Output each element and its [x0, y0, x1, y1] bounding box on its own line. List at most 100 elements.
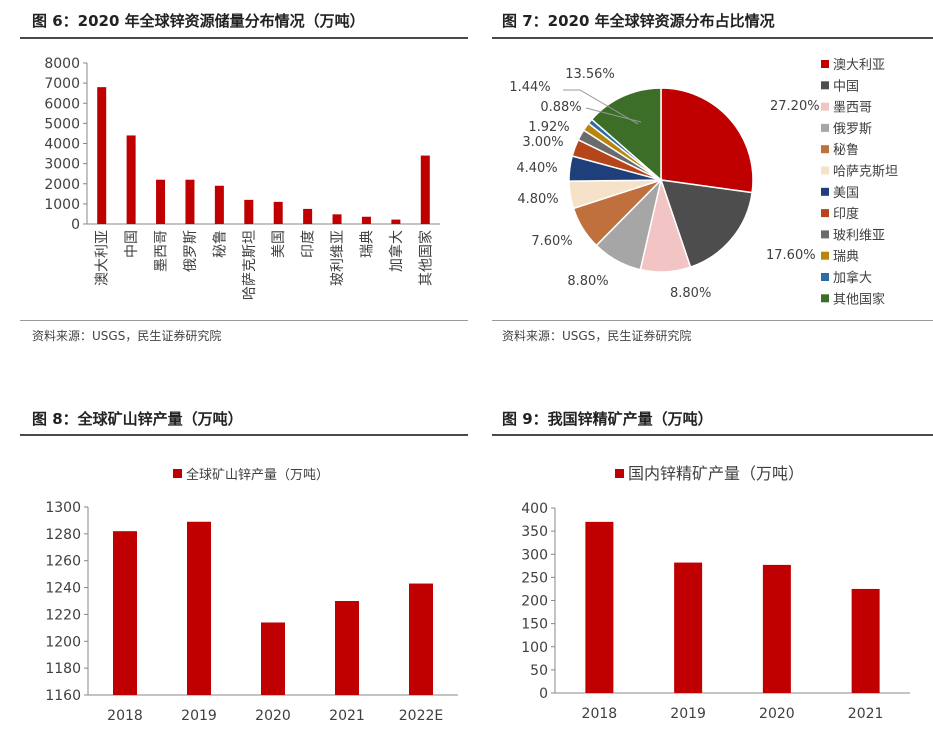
x-tick-label: 俄罗斯	[183, 230, 199, 272]
x-tick-label: 2022E	[399, 708, 443, 724]
pie-value-label: 4.80%	[517, 192, 558, 207]
legend-label: 澳大利亚	[833, 57, 885, 73]
x-tick-label: 2019	[670, 706, 706, 722]
y-tick-label: 0	[71, 217, 80, 233]
bar-2021	[335, 601, 359, 695]
pie-value-label: 1.92%	[528, 120, 569, 135]
legend-swatch-印度	[821, 209, 829, 218]
bar-2022E	[409, 583, 433, 695]
y-tick-label: 1200	[45, 634, 81, 650]
y-tick-label: 50	[530, 663, 548, 679]
x-tick-label: 瑞典	[359, 230, 375, 258]
legend-swatch-秘鲁	[821, 145, 829, 154]
y-tick-label: 250	[521, 570, 548, 586]
bar-哈萨克斯坦	[244, 199, 254, 224]
x-tick-label: 墨西哥	[154, 230, 170, 272]
bar-玻利维亚	[332, 214, 342, 224]
x-tick-label: 澳大利亚	[95, 230, 111, 286]
x-tick-label: 中国	[124, 230, 140, 258]
x-tick-label: 2020	[255, 708, 291, 724]
fig9-title: 图 9：我国锌精矿产量（万吨）	[502, 410, 713, 428]
y-tick-label: 1180	[45, 661, 81, 677]
legend-swatch-瑞典	[821, 251, 829, 260]
y-tick-label: 8000	[44, 56, 80, 72]
pie-slice-其他国家	[590, 87, 662, 182]
y-tick-label: 1220	[45, 607, 81, 623]
x-tick-label: 2018	[107, 708, 143, 724]
legend-label: 其他国家	[833, 291, 885, 307]
bar-中国	[126, 135, 136, 224]
legend-swatch-哈萨克斯坦	[821, 166, 829, 175]
x-tick-label: 印度	[301, 230, 317, 258]
bar-其他国家	[420, 155, 430, 224]
fig8-title-rule	[20, 434, 468, 436]
legend-label: 哈萨克斯坦	[833, 165, 898, 180]
leader-line	[563, 89, 639, 125]
x-tick-label: 美国	[271, 230, 287, 258]
bar-加拿大	[391, 219, 401, 224]
y-tick-label: 400	[521, 501, 548, 517]
legend-swatch-澳大利亚	[821, 60, 829, 68]
pie-value-label: 8.80%	[670, 286, 711, 301]
fig7-title: 图 7：2020 年全球锌资源分布占比情况	[502, 12, 775, 30]
bar-2018	[585, 521, 614, 693]
x-tick-label: 加拿大	[388, 230, 405, 272]
y-tick-label: 1000	[44, 197, 80, 213]
bar-2020	[261, 622, 285, 695]
fig8-title: 图 8：全球矿山锌产量（万吨）	[32, 410, 243, 428]
legend-swatch-其他国家	[821, 294, 829, 303]
bar-美国	[273, 201, 283, 224]
pie-slice-澳大利亚	[660, 87, 754, 194]
legend-label: 加拿大	[833, 270, 872, 286]
legend-label: 美国	[833, 186, 859, 201]
bar-俄罗斯	[185, 179, 195, 224]
bar-2021	[851, 588, 880, 693]
y-tick-label: 1280	[45, 527, 81, 543]
legend-label: 中国	[833, 79, 859, 94]
pie-value-label: 3.00%	[522, 135, 563, 150]
bar-2019	[187, 521, 211, 695]
pie-value-label: 7.60%	[531, 234, 572, 249]
x-tick-label: 其他国家	[417, 230, 434, 286]
pie-value-label: 4.40%	[516, 161, 557, 176]
bar-2020	[762, 564, 791, 693]
legend-swatch	[615, 469, 624, 478]
y-tick-label: 2000	[44, 177, 80, 193]
legend-swatch-加拿大	[821, 273, 829, 281]
legend-swatch-墨西哥	[821, 102, 829, 111]
x-tick-label: 秘鲁	[212, 230, 228, 258]
legend-label: 国内锌精矿产量（万吨）	[628, 464, 804, 483]
legend-swatch	[173, 469, 182, 478]
y-tick-label: 300	[521, 547, 548, 563]
x-tick-label: 玻利维亚	[330, 230, 346, 286]
bar-印度	[303, 208, 313, 224]
fig6-title: 图 6：2020 年全球锌资源储量分布情况（万吨）	[32, 12, 365, 30]
y-tick-label: 1300	[45, 500, 81, 516]
legend-label: 墨西哥	[833, 101, 872, 116]
y-tick-label: 1260	[45, 554, 81, 570]
legend-label: 全球矿山锌产量（万吨）	[186, 467, 329, 483]
y-tick-label: 100	[521, 640, 548, 656]
y-tick-label: 6000	[44, 96, 80, 112]
bar-2018	[113, 531, 137, 695]
bar-秘鲁	[214, 185, 224, 224]
bar-澳大利亚	[97, 87, 107, 225]
x-tick-label: 2019	[181, 708, 217, 724]
pie-value-label: 0.88%	[540, 100, 581, 115]
y-tick-label: 1160	[45, 688, 81, 704]
bar-瑞典	[361, 216, 371, 224]
pie-value-label: 1.44%	[509, 80, 550, 95]
fig6-source-rule	[20, 320, 468, 321]
legend-label: 秘鲁	[833, 143, 859, 158]
x-tick-label: 2020	[759, 706, 795, 722]
fig7-source-rule	[492, 320, 933, 321]
fig9-title-rule	[492, 434, 933, 436]
fig6-title-rule	[20, 37, 468, 39]
bar-墨西哥	[156, 179, 166, 224]
y-tick-label: 0	[539, 686, 548, 702]
bar-2019	[674, 562, 703, 693]
legend-label: 印度	[833, 206, 859, 222]
